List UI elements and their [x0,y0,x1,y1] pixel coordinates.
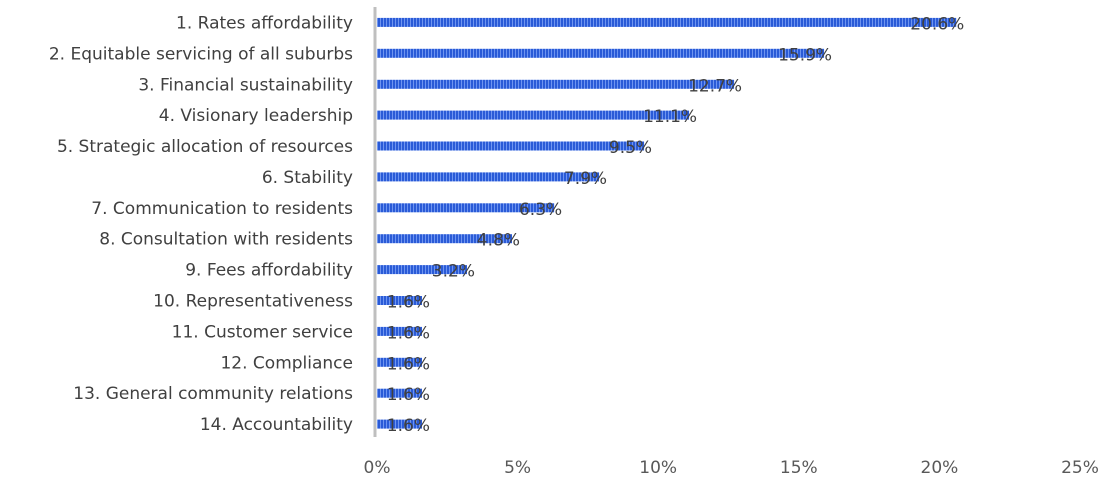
category-label-8: 8. Consultation with residents [99,230,353,250]
bar-1 [377,17,957,27]
bar-8 [377,234,512,244]
bars-group [377,17,957,429]
data-label-8: 4.8% [477,231,520,251]
bar-9 [377,265,467,275]
x-tick-label-0: 0% [364,458,391,478]
x-axis-tick-labels: 0% 5% 10% 15% 20% 25% [364,458,1099,478]
category-label-10: 10. Representativeness [153,292,353,312]
data-label-12: 1.6% [387,354,430,374]
category-label-5: 5. Strategic allocation of resources [57,137,353,157]
data-label-4: 11.1% [643,107,697,127]
bar-14 [377,419,422,429]
bar-4 [377,110,690,120]
bar-10 [377,296,422,305]
category-label-13: 13. General community relations [73,384,353,404]
category-label-12: 12. Compliance [220,353,353,373]
category-label-6: 6. Stability [262,168,353,188]
category-label-7: 7. Communication to residents [91,199,353,219]
data-label-11: 1.6% [387,323,430,343]
data-label-7: 6.3% [519,200,562,220]
x-tick-label-2: 10% [639,458,677,478]
data-label-6: 7.9% [564,169,607,189]
bar-5 [377,141,645,151]
category-label-2: 2. Equitable servicing of all suburbs [49,44,353,64]
data-label-5: 9.5% [609,138,652,158]
data-label-9: 3.2% [432,262,475,282]
x-tick-label-5: 25% [1061,458,1099,478]
bar-6 [377,172,600,182]
category-label-11: 11. Customer service [172,322,353,342]
category-label-14: 14. Accountability [200,415,353,435]
data-label-1: 20.6% [910,14,964,34]
category-label-1: 1. Rates affordability [176,13,353,33]
data-label-14: 1.6% [387,416,430,436]
bar-3 [377,79,735,89]
bar-2 [377,48,825,58]
x-tick-label-1: 5% [504,458,531,478]
data-label-10: 1.6% [387,293,430,313]
category-label-4: 4. Visionary leadership [159,106,353,126]
category-label-3: 3. Financial sustainability [138,75,353,95]
data-labels: 20.6% 15.9% 12.7% 11.1% 9.5%7.9%6.3% 4.8%3.2%… [387,14,965,436]
bar-11 [377,326,422,336]
bar-12 [377,357,422,367]
bar-7 [377,203,555,213]
category-label-9: 9. Fees affordability [185,261,353,281]
bar-13 [377,388,422,398]
category-labels: 1. Rates affordability 2. Equitable servi… [49,13,353,435]
data-label-2: 15.9% [778,45,832,65]
data-label-3: 12.7% [688,76,742,96]
x-tick-label-4: 20% [921,458,959,478]
data-label-13: 1.6% [387,385,430,405]
x-tick-label-3: 15% [780,458,818,478]
